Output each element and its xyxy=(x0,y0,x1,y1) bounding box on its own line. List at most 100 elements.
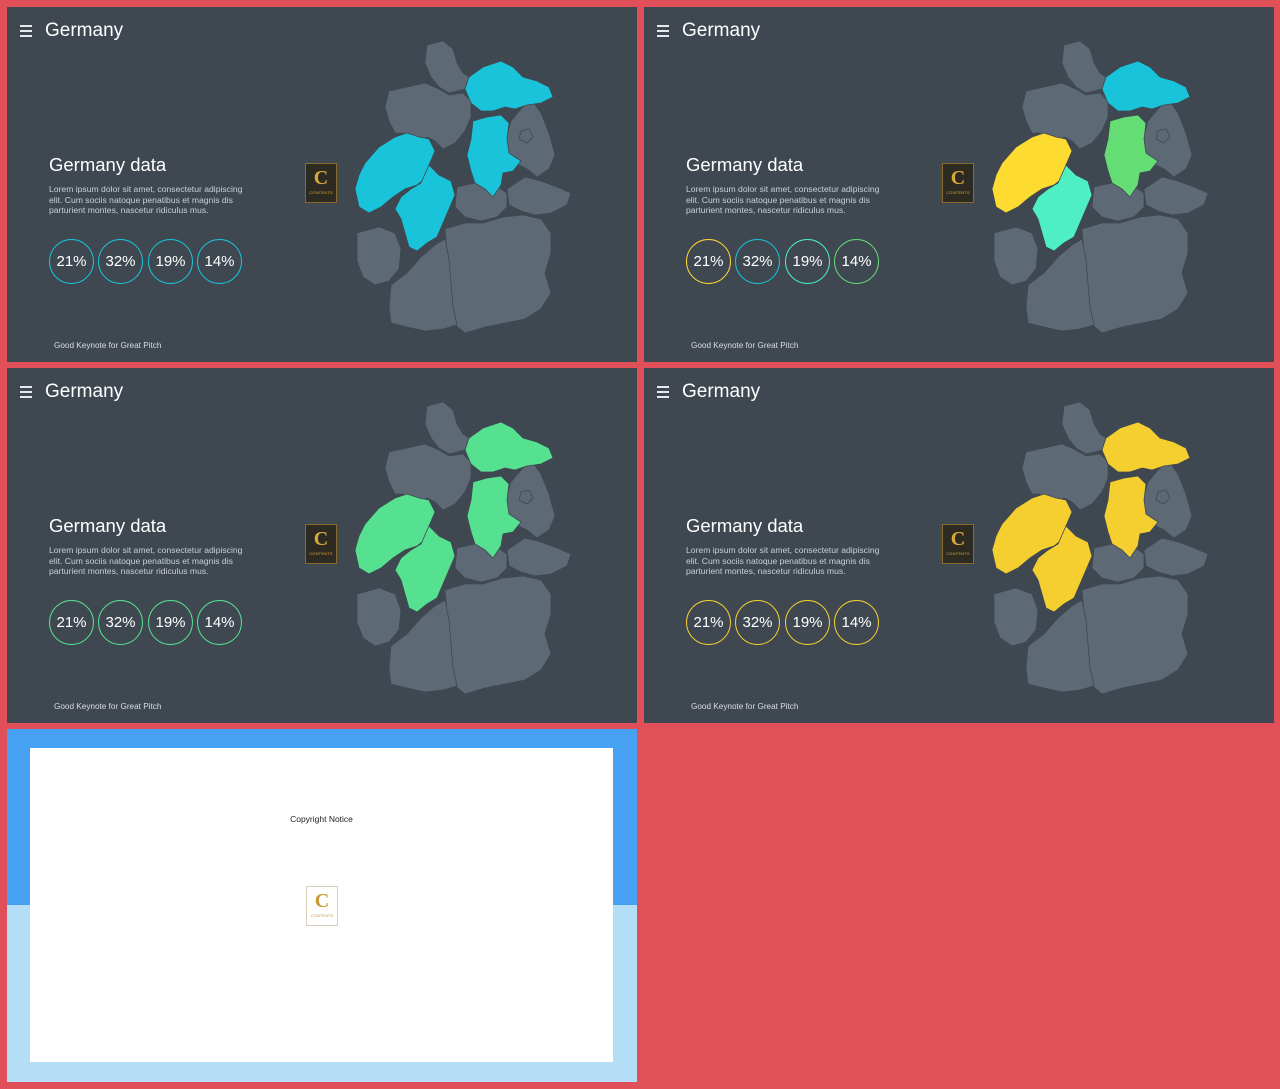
stat-circle: 14% xyxy=(197,239,242,284)
map-base xyxy=(356,401,572,695)
region-rhineland xyxy=(356,587,402,647)
logo-text: CONTENTS xyxy=(311,913,333,918)
data-description: Lorem ipsum dolor sit amet, consectetur … xyxy=(686,184,880,216)
contents-badge: C CONTENTS xyxy=(942,524,974,564)
region-saxony xyxy=(1143,537,1209,577)
germany-map xyxy=(354,401,572,695)
badge-letter: C xyxy=(950,528,966,550)
contents-badge: C CONTENTS xyxy=(305,524,337,564)
stat-circle: 21% xyxy=(49,600,94,645)
slide-4: Germany Germany data Lorem ipsum dolor s… xyxy=(644,368,1274,723)
region-thuringia xyxy=(454,543,508,583)
stat-circle: 32% xyxy=(98,239,143,284)
data-description: Lorem ipsum dolor sit amet, consectetur … xyxy=(49,545,243,577)
region-mecklenburg xyxy=(464,60,554,112)
data-heading: Germany data xyxy=(49,154,167,175)
region-schleswig-holstein xyxy=(1061,40,1107,94)
badge-text: CONTENTS xyxy=(309,551,333,556)
badge-letter: C xyxy=(313,167,329,189)
region-schleswig-holstein xyxy=(424,401,470,455)
stat-circle: 21% xyxy=(49,239,94,284)
slide-title: Germany xyxy=(682,381,761,402)
region-lower-saxony xyxy=(1021,443,1109,511)
contents-badge: C CONTENTS xyxy=(305,163,337,203)
data-heading: Germany data xyxy=(49,515,167,536)
germany-map xyxy=(991,40,1209,334)
region-saxony xyxy=(506,176,572,216)
region-thuringia xyxy=(1091,182,1145,222)
stat-circle: 19% xyxy=(148,239,193,284)
map-base xyxy=(356,40,572,334)
region-baden-wuerttemberg xyxy=(388,599,458,693)
germany-map xyxy=(991,401,1209,695)
footer-text: Good Keynote for Great Pitch xyxy=(691,702,799,711)
stat-circle: 21% xyxy=(686,600,731,645)
stat-circle: 19% xyxy=(785,600,830,645)
data-heading: Germany data xyxy=(686,154,804,175)
region-rhineland xyxy=(993,587,1039,647)
map-base xyxy=(993,401,1209,695)
region-berlin xyxy=(1155,489,1171,505)
region-berlin xyxy=(518,128,534,144)
menu-icon[interactable] xyxy=(20,386,32,398)
stat-circle: 14% xyxy=(197,600,242,645)
region-lower-saxony xyxy=(1021,82,1109,150)
region-saxony-anhalt xyxy=(1103,114,1159,198)
stat-circle: 19% xyxy=(148,600,193,645)
menu-icon[interactable] xyxy=(657,25,669,37)
region-rhineland xyxy=(356,226,402,286)
badge-letter: C xyxy=(950,167,966,189)
region-mecklenburg xyxy=(1101,60,1191,112)
region-thuringia xyxy=(1091,543,1145,583)
region-saxony xyxy=(506,537,572,577)
region-mecklenburg xyxy=(464,421,554,473)
footer-text: Good Keynote for Great Pitch xyxy=(691,341,799,350)
region-bavaria xyxy=(444,214,552,334)
region-saxony-anhalt xyxy=(466,114,522,198)
footer-text: Good Keynote for Great Pitch xyxy=(54,702,162,711)
badge-text: CONTENTS xyxy=(946,190,970,195)
stat-circle: 14% xyxy=(834,600,879,645)
slide-title: Germany xyxy=(682,20,761,41)
stat-circle: 14% xyxy=(834,239,879,284)
germany-map xyxy=(354,40,572,334)
badge-text: CONTENTS xyxy=(946,551,970,556)
data-description: Lorem ipsum dolor sit amet, consectetur … xyxy=(49,184,243,216)
badge-text: CONTENTS xyxy=(309,190,333,195)
stat-circle: 32% xyxy=(735,600,780,645)
footer-text: Good Keynote for Great Pitch xyxy=(54,341,162,350)
region-hesse xyxy=(1031,164,1093,252)
region-bavaria xyxy=(1081,214,1189,334)
stat-circle: 19% xyxy=(785,239,830,284)
region-saxony-anhalt xyxy=(466,475,522,559)
slide-title: Germany xyxy=(45,381,124,402)
region-bavaria xyxy=(1081,575,1189,695)
data-description: Lorem ipsum dolor sit amet, consectetur … xyxy=(686,545,880,577)
slide-title: Germany xyxy=(45,20,124,41)
copyright-slide: Copyright Notice C CONTENTS xyxy=(7,729,637,1082)
region-bavaria xyxy=(444,575,552,695)
slide-1: Germany Germany data Lorem ipsum dolor s… xyxy=(7,7,637,362)
region-saxony xyxy=(1143,176,1209,216)
region-saxony-anhalt xyxy=(1103,475,1159,559)
region-berlin xyxy=(518,489,534,505)
region-schleswig-holstein xyxy=(424,40,470,94)
badge-letter: C xyxy=(313,528,329,550)
contents-logo: C CONTENTS xyxy=(306,886,338,926)
region-rhineland xyxy=(993,226,1039,286)
data-heading: Germany data xyxy=(686,515,804,536)
region-hesse xyxy=(394,164,456,252)
slide-3: Germany Germany data Lorem ipsum dolor s… xyxy=(7,368,637,723)
region-hesse xyxy=(1031,525,1093,613)
copyright-paper: Copyright Notice C CONTENTS xyxy=(30,748,613,1062)
logo-letter: C xyxy=(314,890,330,912)
region-baden-wuerttemberg xyxy=(1025,599,1095,693)
menu-icon[interactable] xyxy=(657,386,669,398)
copyright-notice: Copyright Notice xyxy=(290,814,353,824)
map-base xyxy=(993,40,1209,334)
stat-circle: 32% xyxy=(735,239,780,284)
menu-icon[interactable] xyxy=(20,25,32,37)
stat-circle: 32% xyxy=(98,600,143,645)
region-baden-wuerttemberg xyxy=(388,238,458,332)
region-hesse xyxy=(394,525,456,613)
